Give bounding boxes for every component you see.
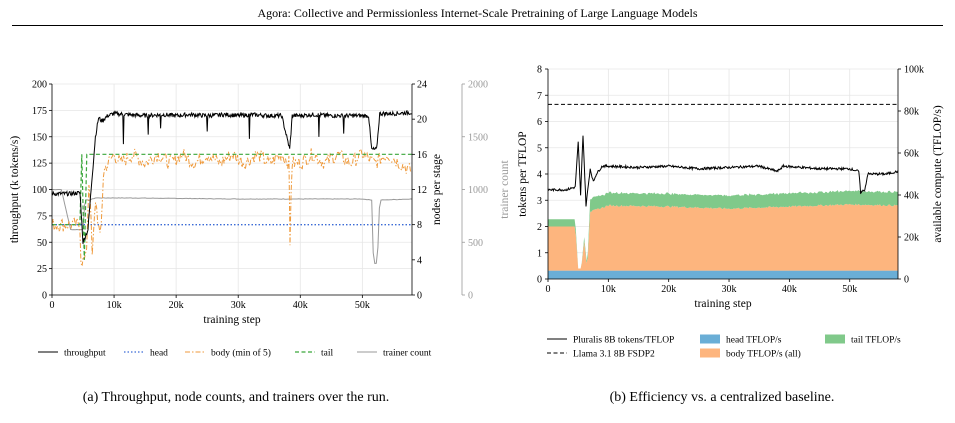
y-right1-tick-label: 8	[417, 220, 422, 231]
y-right-tick-label: 0	[904, 275, 909, 286]
y-left-tick-label: 0	[537, 275, 542, 286]
y-left-tick-label: 3	[537, 196, 542, 207]
legend-label: Llama 3.1 8B FSDP2	[573, 350, 655, 360]
y-left-tick-label: 125	[32, 159, 47, 170]
legend-label: tail TFLOP/s	[851, 336, 901, 346]
chart-a: 0 10k 20k 30k 40k 50k training step 0 25 50 75 100 1…	[9, 80, 511, 327]
x-tick-label: 40k	[782, 284, 797, 295]
y-left-axis-label: throughput (k tokens/s)	[9, 136, 21, 243]
y-right1-tick-label: 12	[417, 185, 427, 196]
legend-label: throughput	[64, 349, 106, 359]
y-right-tick-label: 20k	[904, 233, 919, 244]
legend-swatch	[700, 348, 720, 358]
x-tick-label: 10k	[107, 300, 122, 311]
y-left-axis-label: tokens per TFLOP	[517, 131, 529, 216]
caption-b: (b) Efficiency vs. a centralized baselin…	[610, 390, 835, 405]
legend-swatch	[700, 334, 720, 344]
legend-label: tail	[321, 349, 333, 359]
legend-label: body TFLOP/s (all)	[726, 349, 801, 360]
series-trainer-count	[52, 189, 413, 265]
y-right-tick-label: 40k	[904, 191, 919, 202]
legend-a: throughput head body (min of 5) tail trainer…	[38, 348, 432, 359]
legend-swatch	[825, 334, 845, 344]
x-tick-label: 50k	[355, 300, 370, 311]
legend-label: body (min of 5)	[211, 348, 271, 359]
y-right-tick-label: 60k	[904, 149, 919, 160]
y-right1-axis-label: nodes per stage	[431, 154, 443, 225]
y-right2-tick-label: 1000	[468, 185, 488, 196]
y-left-tick-label: 4	[537, 170, 542, 181]
y-left-tick-label: 6	[537, 117, 542, 128]
x-tick-label: 50k	[842, 284, 857, 295]
y-right-tick-label: 80k	[904, 107, 919, 118]
y-left-tick-label: 25	[37, 264, 47, 275]
y-left-tick-label: 200	[32, 80, 47, 91]
x-tick-label: 0	[546, 284, 551, 295]
y-right2-tick-label: 2000	[468, 80, 488, 91]
legend-label: trainer count	[383, 349, 432, 359]
series-tail	[52, 153, 412, 260]
y-right1-tick-label: 4	[417, 255, 422, 266]
area-head	[548, 270, 898, 279]
area-body	[548, 203, 898, 271]
y-left-tick-label: 7	[537, 91, 542, 102]
x-tick-label: 30k	[231, 300, 246, 311]
y-left-tick-label: 100	[32, 185, 47, 196]
x-tick-label: 30k	[722, 284, 737, 295]
y-right-axis-label: available compute (TFLOP/s)	[932, 105, 944, 242]
x-axis-label: training step	[203, 314, 260, 326]
x-axis-label: training step	[694, 298, 751, 310]
x-tick-label: 20k	[169, 300, 184, 311]
x-tick-label: 10k	[601, 284, 616, 295]
y-right1-tick-label: 0	[417, 291, 422, 302]
area-tail	[548, 190, 898, 269]
y-left-tick-label: 1	[537, 248, 542, 259]
y-right-tick-label: 100k	[904, 65, 924, 76]
y-right1-tick-label: 20	[417, 115, 427, 126]
series-pluralis	[547, 135, 899, 207]
legend-label: Pluralis 8B tokens/TFLOP	[573, 336, 674, 346]
legend-label: head TFLOP/s	[726, 336, 782, 346]
header-rule	[12, 25, 943, 26]
y-left-tick-label: 175	[32, 106, 47, 117]
y-right1-tick-label: 16	[417, 150, 427, 161]
y-right1-tick-label: 24	[417, 80, 427, 91]
x-tick-label: 20k	[661, 284, 676, 295]
y-left-tick-label: 5	[537, 143, 542, 154]
y-left-tick-label: 8	[537, 65, 542, 76]
chart-b: 0 10k 20k 30k 40k 50k training step 0 1 2 3 4 5 6 7 8 to…	[517, 65, 944, 311]
y-left-tick-label: 150	[32, 132, 47, 143]
caption-a: (a) Throughput, node counts, and trainer…	[83, 390, 390, 405]
y-left-tick-label: 0	[42, 291, 47, 302]
y-right2-axis-label: trainer count	[499, 159, 511, 218]
legend-label: head	[150, 349, 168, 359]
x-tick-label: 40k	[293, 300, 308, 311]
y-right2-tick-label: 0	[468, 291, 473, 302]
y-left-tick-label: 2	[537, 222, 542, 233]
y-left-tick-label: 75	[37, 211, 47, 222]
x-tick-label: 0	[50, 300, 55, 311]
y-right2-tick-label: 1500	[468, 132, 488, 143]
page-header: Agora: Collective and Permissionless Int…	[257, 6, 698, 20]
series-body	[51, 147, 413, 267]
y-left-tick-label: 50	[37, 238, 47, 249]
y-right2-tick-label: 500	[468, 238, 483, 249]
series-throughput	[51, 109, 413, 244]
legend-b: Pluralis 8B tokens/TFLOP Llama 3.1 8B FSD…	[547, 334, 901, 360]
